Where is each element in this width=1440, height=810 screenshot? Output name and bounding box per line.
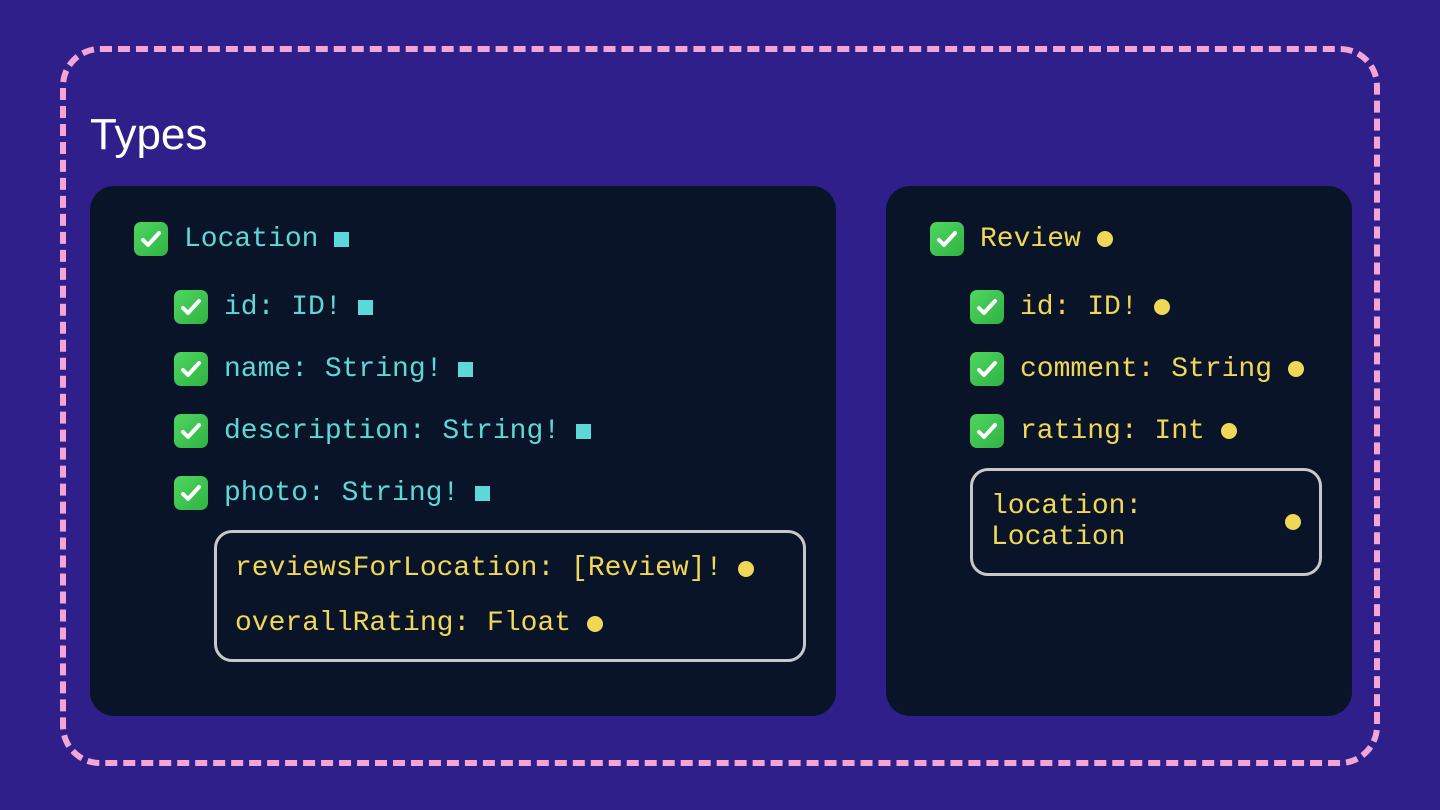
square-marker-icon: [475, 486, 490, 501]
field-label: comment: String: [1020, 354, 1272, 385]
type-header-review: Review: [916, 222, 1322, 256]
check-icon: [174, 352, 208, 386]
check-icon: [930, 222, 964, 256]
field-label: rating: Int: [1020, 416, 1205, 447]
field-label: location: Location: [991, 491, 1269, 553]
field-row: name: String!: [120, 338, 806, 400]
circle-marker-icon: [1285, 514, 1301, 530]
field-row: rating: Int: [916, 400, 1322, 462]
field-label: name: String!: [224, 354, 442, 385]
field-row: id: ID!: [916, 276, 1322, 338]
field-label: overallRating: Float: [235, 608, 571, 639]
highlighted-fields-box: location: Location: [970, 468, 1322, 576]
square-marker-icon: [576, 424, 591, 439]
square-marker-icon: [358, 300, 373, 315]
circle-marker-icon: [1097, 231, 1113, 247]
circle-marker-icon: [1288, 361, 1304, 377]
highlighted-field-row: reviewsForLocation: [Review]!: [235, 541, 785, 596]
field-label: description: String!: [224, 416, 560, 447]
field-row: photo: String!: [120, 462, 806, 524]
check-icon: [134, 222, 168, 256]
field-label: id: ID!: [1020, 292, 1138, 323]
field-label: photo: String!: [224, 478, 459, 509]
type-name: Review: [980, 224, 1081, 255]
type-name: Location: [184, 224, 318, 255]
check-icon: [174, 414, 208, 448]
check-icon: [970, 290, 1004, 324]
type-card-review: Review id: ID! comment: String rating: I…: [886, 186, 1352, 716]
field-row: description: String!: [120, 400, 806, 462]
type-card-location: Location id: ID! name: String! descripti…: [90, 186, 836, 716]
type-header-location: Location: [120, 222, 806, 256]
check-icon: [970, 414, 1004, 448]
highlighted-fields-box: reviewsForLocation: [Review]! overallRat…: [214, 530, 806, 662]
field-label: reviewsForLocation: [Review]!: [235, 553, 722, 584]
highlighted-field-row: overallRating: Float: [235, 596, 785, 651]
field-row: comment: String: [916, 338, 1322, 400]
check-icon: [174, 476, 208, 510]
square-marker-icon: [334, 232, 349, 247]
highlighted-field-row: location: Location: [991, 479, 1301, 565]
cards-wrapper: Location id: ID! name: String! descripti…: [90, 186, 1352, 716]
circle-marker-icon: [1154, 299, 1170, 315]
square-marker-icon: [458, 362, 473, 377]
field-row: id: ID!: [120, 276, 806, 338]
field-label: id: ID!: [224, 292, 342, 323]
check-icon: [174, 290, 208, 324]
page-title: Types: [90, 110, 207, 160]
circle-marker-icon: [587, 616, 603, 632]
check-icon: [970, 352, 1004, 386]
circle-marker-icon: [738, 561, 754, 577]
circle-marker-icon: [1221, 423, 1237, 439]
